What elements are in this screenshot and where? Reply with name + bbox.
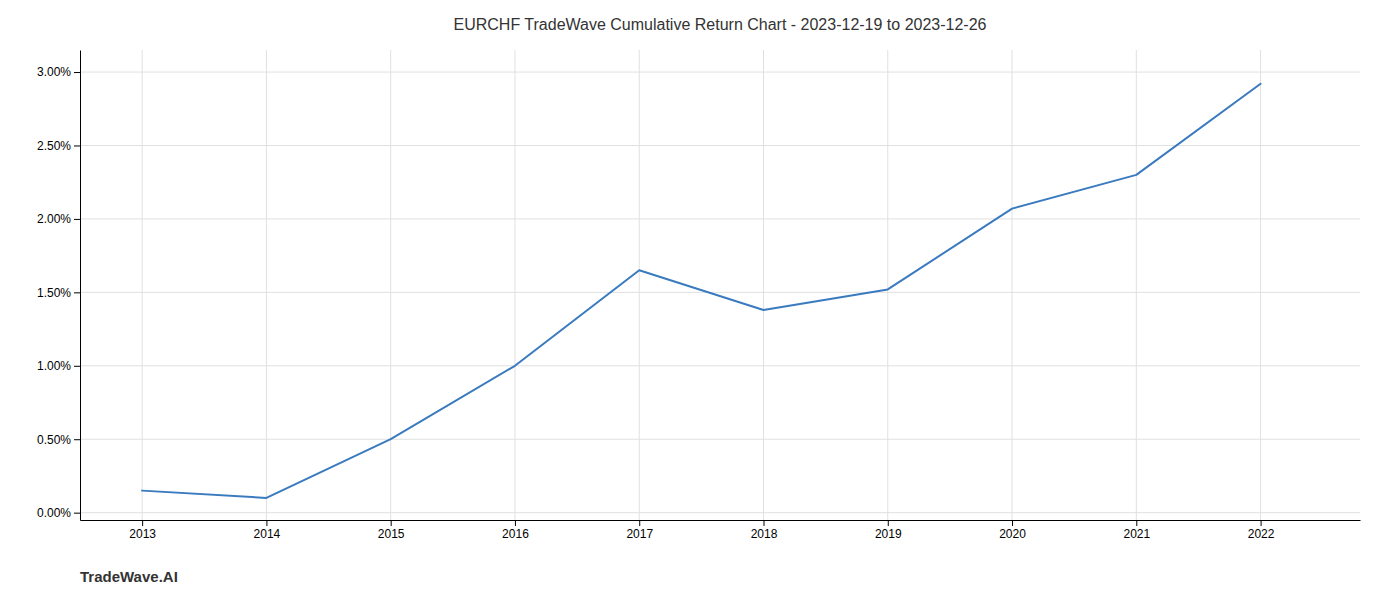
- tick: 2021: [1123, 520, 1150, 541]
- tick-label: 2.50%: [37, 139, 71, 153]
- tick-label: 2016: [502, 527, 529, 541]
- tick-mark: [391, 520, 392, 526]
- tick-mark: [142, 520, 143, 526]
- tick: 0.00%: [37, 506, 80, 520]
- grid-line: [80, 439, 1360, 440]
- tick-mark: [74, 145, 80, 146]
- axis-line: [81, 520, 1361, 521]
- plot: 2013 2014 2015 2016 2017 2018 2019 2020 2021 2022…: [37, 50, 1361, 541]
- tick-label: 2014: [254, 527, 281, 541]
- tick-mark: [888, 520, 889, 526]
- y-axis: 0.00% 0.50% 1.00% 1.50% 2.00% 2.50% 3.00%: [37, 51, 81, 521]
- tick-mark: [74, 366, 80, 367]
- tick-label: 0.50%: [37, 433, 71, 447]
- grid: [80, 50, 1360, 520]
- tick-mark: [266, 520, 267, 526]
- tick-label: 2019: [875, 527, 902, 541]
- axis-line: [80, 51, 81, 521]
- tick: 2015: [378, 520, 405, 541]
- tick: 2014: [254, 520, 281, 541]
- tick: 2.50%: [37, 139, 80, 153]
- grid-line: [80, 72, 1360, 73]
- tick-label: 2013: [129, 527, 156, 541]
- tick: 2018: [751, 520, 778, 541]
- marks: [142, 84, 1260, 498]
- grid-line: [1260, 50, 1261, 520]
- grid-line: [266, 50, 267, 520]
- tick-mark: [74, 72, 80, 73]
- tick-mark: [515, 520, 516, 526]
- tick: 2019: [875, 520, 902, 541]
- tick-mark: [74, 513, 80, 514]
- line: [142, 84, 1260, 498]
- grid-line: [1012, 50, 1013, 520]
- tick-mark: [74, 219, 80, 220]
- tick-mark: [763, 520, 764, 526]
- grid-line: [80, 512, 1360, 513]
- x-axis: 2013 2014 2015 2016 2017 2018 2019 2020 2021 2022: [81, 520, 1361, 541]
- tick: 2022: [1248, 520, 1275, 541]
- grid-line: [514, 50, 515, 520]
- tick-mark: [1012, 520, 1013, 526]
- title: EURCHF TradeWave Cumulative Return Chart…: [454, 16, 987, 33]
- grid-line: [887, 50, 888, 520]
- tick: 2013: [129, 520, 156, 541]
- grid-line: [639, 50, 640, 520]
- tick-label: 3.00%: [37, 65, 71, 79]
- tick-mark: [74, 439, 80, 440]
- tick-mark: [1136, 520, 1137, 526]
- tick: 2017: [626, 520, 653, 541]
- tick-mark: [639, 520, 640, 526]
- tick-label: 2020: [999, 527, 1026, 541]
- tick-label: 2022: [1248, 527, 1275, 541]
- tick: 2020: [999, 520, 1026, 541]
- tick-label: 2021: [1123, 527, 1150, 541]
- tick: 1.50%: [37, 286, 80, 300]
- grid-line: [1136, 50, 1137, 520]
- tick-label: 2018: [751, 527, 778, 541]
- tick-label: 0.00%: [37, 506, 71, 520]
- grid-line: [763, 50, 764, 520]
- grid-line: [80, 292, 1360, 293]
- tick-mark: [74, 292, 80, 293]
- tick-label: 2015: [378, 527, 405, 541]
- chart: 2013 2014 2015 2016 2017 2018 2019 2020 2021 2022…: [0, 0, 1400, 600]
- grid-line: [80, 218, 1360, 219]
- tick: 3.00%: [37, 65, 80, 79]
- tick-label: 1.00%: [37, 359, 71, 373]
- grid-line: [390, 50, 391, 520]
- tick-label: 1.50%: [37, 286, 71, 300]
- tick: 2.00%: [37, 212, 80, 226]
- grid-line: [80, 145, 1360, 146]
- tick: 0.50%: [37, 433, 80, 447]
- annotation: TradeWave.AI: [80, 568, 178, 585]
- tick: 2016: [502, 520, 529, 541]
- tick: 1.00%: [37, 359, 80, 373]
- tick-label: 2017: [626, 527, 653, 541]
- grid-line: [142, 50, 143, 520]
- tick-mark: [1261, 520, 1262, 526]
- tick-label: 2.00%: [37, 212, 71, 226]
- grid-line: [80, 365, 1360, 366]
